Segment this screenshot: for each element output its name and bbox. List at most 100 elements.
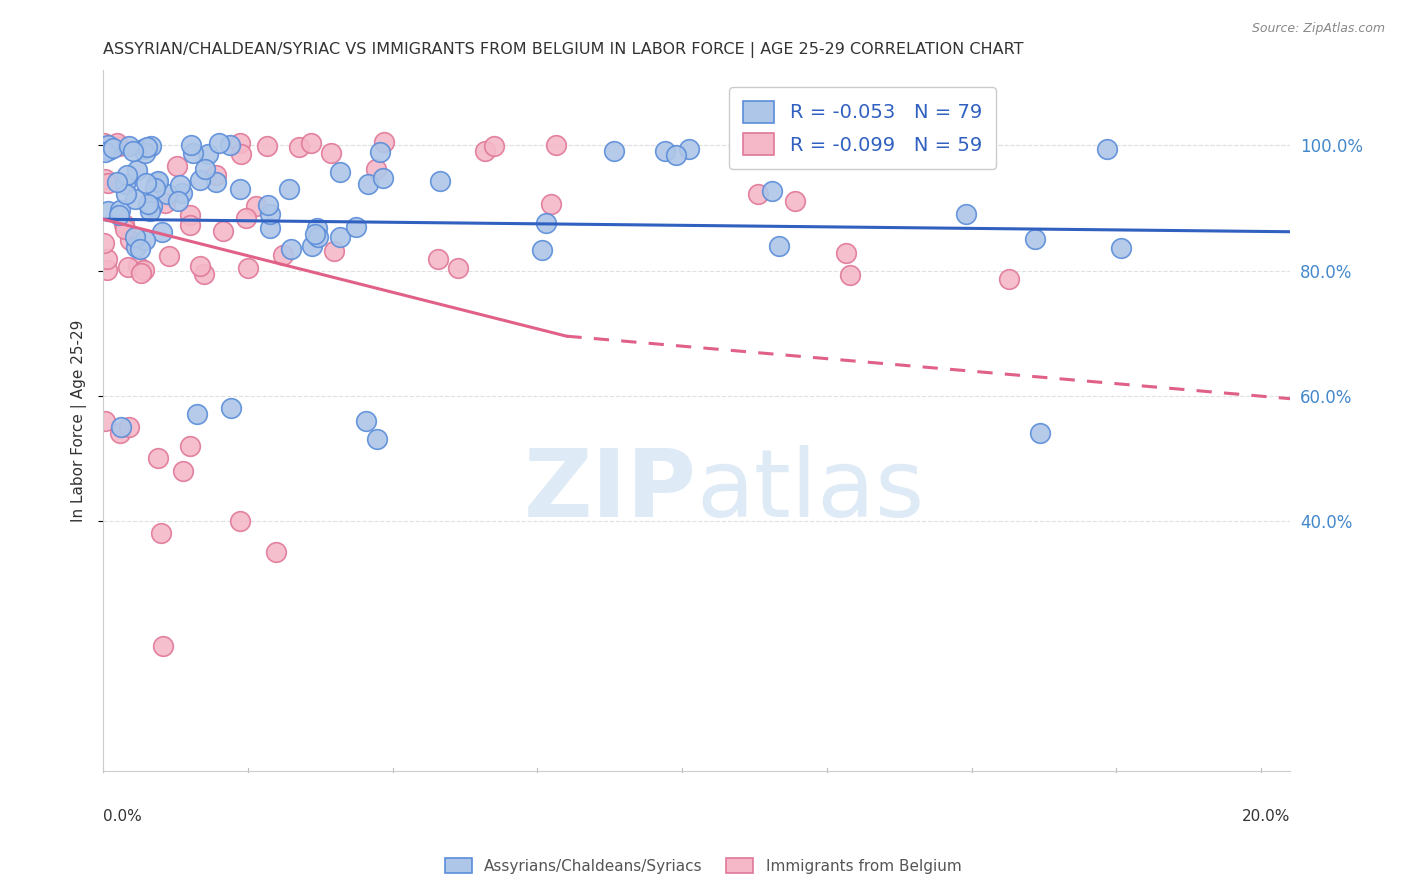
Point <box>354 413 377 427</box>
Point <box>153 196 176 211</box>
Point <box>172 464 194 478</box>
Point <box>221 401 243 415</box>
Point <box>94 413 117 427</box>
Point <box>166 194 188 209</box>
Point <box>603 145 626 159</box>
Point <box>152 639 174 653</box>
Point <box>474 145 496 159</box>
Point <box>118 419 141 434</box>
Point <box>768 239 790 253</box>
Point <box>218 137 240 152</box>
Point <box>305 220 328 235</box>
Point <box>141 199 163 213</box>
Point <box>228 514 250 528</box>
Point <box>194 162 217 177</box>
Point <box>136 139 159 153</box>
Point <box>998 272 1021 286</box>
Point <box>429 174 451 188</box>
Point <box>124 192 146 206</box>
Point <box>229 136 252 151</box>
Point <box>256 139 278 153</box>
Point <box>278 182 301 196</box>
Point <box>169 178 191 193</box>
Point <box>654 144 676 158</box>
Point <box>96 252 118 266</box>
Point <box>180 138 202 153</box>
Point <box>838 268 860 282</box>
Point <box>1109 241 1132 255</box>
Point <box>110 426 132 441</box>
Point <box>264 545 287 559</box>
Point <box>186 407 208 421</box>
Point <box>101 141 124 155</box>
Point <box>139 204 162 219</box>
Point <box>172 186 194 200</box>
Point <box>114 222 136 236</box>
Point <box>540 196 562 211</box>
Point <box>344 220 367 235</box>
Point <box>785 194 807 209</box>
Point <box>534 216 557 230</box>
Point <box>93 136 115 151</box>
Y-axis label: In Labor Force | Age 25-29: In Labor Force | Age 25-29 <box>72 319 87 522</box>
Point <box>179 439 201 453</box>
Point <box>188 259 211 273</box>
Text: ASSYRIAN/CHALDEAN/SYRIAC VS IMMIGRANTS FROM BELGIUM IN LABOR FORCE | AGE 25-29 C: ASSYRIAN/CHALDEAN/SYRIAC VS IMMIGRANTS F… <box>103 42 1024 58</box>
Point <box>304 227 326 242</box>
Point <box>97 176 120 190</box>
Point <box>124 240 146 254</box>
Point <box>530 243 553 257</box>
Point <box>93 235 115 250</box>
Point <box>112 217 135 231</box>
Point <box>447 261 470 276</box>
Point <box>127 259 149 273</box>
Point <box>96 263 118 277</box>
Point <box>136 197 159 211</box>
Point <box>236 260 259 275</box>
Point <box>179 209 201 223</box>
Point <box>245 199 267 213</box>
Text: ZIP: ZIP <box>524 444 697 537</box>
Point <box>149 526 172 541</box>
Point <box>280 242 302 256</box>
Point <box>148 173 170 187</box>
Point <box>678 142 700 156</box>
Point <box>205 175 228 189</box>
Text: 20.0%: 20.0% <box>1241 809 1291 824</box>
Point <box>179 218 201 232</box>
Point <box>323 244 346 258</box>
Point <box>108 208 131 222</box>
Point <box>117 260 139 274</box>
Point <box>132 142 155 156</box>
Point <box>665 147 688 161</box>
Point <box>271 248 294 262</box>
Point <box>229 182 252 196</box>
Point <box>134 146 156 161</box>
Point <box>896 136 918 151</box>
Point <box>125 162 148 177</box>
Point <box>108 139 131 153</box>
Point <box>143 181 166 195</box>
Point <box>97 204 120 219</box>
Point <box>231 147 253 161</box>
Point <box>114 187 136 202</box>
Point <box>146 451 169 466</box>
Point <box>120 233 142 247</box>
Point <box>124 230 146 244</box>
Legend: Assyrians/Chaldeans/Syriacs, Immigrants from Belgium: Assyrians/Chaldeans/Syriacs, Immigrants … <box>439 852 967 880</box>
Point <box>482 139 505 153</box>
Point <box>761 184 783 198</box>
Point <box>197 146 219 161</box>
Point <box>141 139 163 153</box>
Point <box>150 225 173 239</box>
Point <box>366 161 388 176</box>
Point <box>747 186 769 201</box>
Point <box>319 145 342 160</box>
Point <box>114 177 136 191</box>
Point <box>107 136 129 150</box>
Point <box>373 136 395 150</box>
Point <box>108 203 131 218</box>
Text: atlas: atlas <box>697 444 925 537</box>
Text: Source: ZipAtlas.com: Source: ZipAtlas.com <box>1251 22 1385 36</box>
Point <box>134 233 156 247</box>
